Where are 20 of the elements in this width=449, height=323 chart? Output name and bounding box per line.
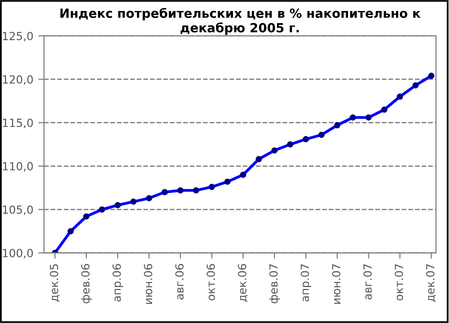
x-tick-label: апр.07	[300, 264, 312, 302]
x-tick-label: июн.06	[144, 264, 152, 304]
chart-title: Индекс потребительских цен в % накопительно к декабрю 2005 г.	[60, 8, 420, 35]
x-tick-label: авг.07	[363, 264, 372, 300]
y-tick-label: 105,0	[2, 205, 33, 216]
y-tick-label: 100,0	[2, 248, 33, 258]
y-tick-label: 125,0	[2, 32, 33, 42]
x-tick-label: фев.07	[269, 264, 280, 304]
x-tick-label: июн.07	[332, 264, 340, 304]
x-tick-label: окт.06	[206, 264, 215, 300]
y-tick-label: 110,0	[2, 162, 33, 172]
x-tick-label: дек.05	[50, 264, 60, 302]
x-tick-label: дек.06	[238, 264, 248, 302]
x-tick-label: фев.06	[81, 264, 92, 304]
x-tick-label: авг.06	[175, 264, 184, 300]
y-tick-label: 115,0	[2, 118, 33, 128]
x-tick-label: апр.06	[112, 264, 124, 302]
x-tick-label: окт.07	[394, 264, 404, 300]
y-tick-label: 120,0	[2, 75, 33, 85]
x-tick-label: дек.07	[426, 264, 436, 302]
